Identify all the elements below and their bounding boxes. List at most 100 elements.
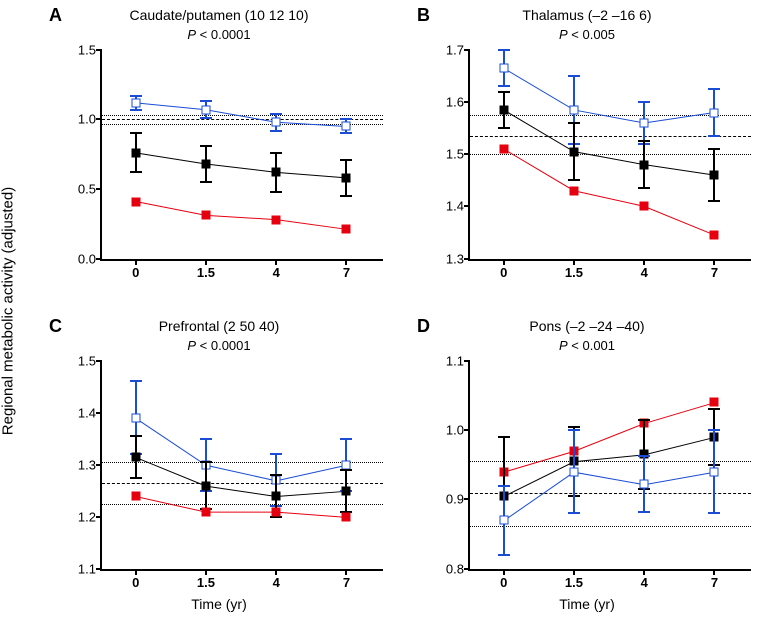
ytick-label: 1.4	[446, 199, 470, 214]
ytick-label: 1.5	[446, 147, 470, 162]
error-cap	[708, 200, 720, 202]
xtick-label: 1.5	[565, 569, 583, 590]
error-cap	[568, 75, 580, 77]
data-marker	[201, 211, 210, 220]
ytick-label: 1.1	[446, 353, 470, 368]
data-marker	[342, 225, 351, 234]
error-cap	[200, 181, 212, 183]
error-cap	[340, 438, 352, 440]
data-marker	[131, 197, 140, 206]
error-cap	[340, 159, 352, 161]
xtick-label: 1.5	[197, 569, 215, 590]
data-marker	[640, 118, 649, 127]
y-axis-label: Regional metabolic activity (adjusted)	[0, 186, 17, 434]
xtick-label: 0	[500, 569, 507, 590]
data-marker	[640, 480, 649, 489]
panel-title: Thalamus (–2 –16 6)	[413, 7, 761, 23]
data-marker	[131, 98, 140, 107]
panel-pvalue: P < 0.0001	[45, 338, 393, 353]
error-cap	[498, 49, 510, 51]
error-cap	[498, 485, 510, 487]
error-cap	[638, 455, 650, 457]
series-lines	[102, 361, 383, 570]
error-cap	[638, 419, 650, 421]
panel-title: Prefrontal (2 50 40)	[45, 318, 393, 334]
data-marker	[131, 452, 140, 461]
panel-b: BThalamus (–2 –16 6)P < 0.0051.31.41.51.…	[413, 5, 761, 306]
xtick-label: 1.5	[565, 259, 583, 280]
data-marker	[201, 507, 210, 516]
ytick-label: 0.0	[78, 251, 102, 266]
panel-pvalue: P < 0.005	[413, 27, 761, 42]
panel-a: ACaudate/putamen (10 12 10)P < 0.00010.0…	[45, 5, 393, 306]
error-cap	[340, 118, 352, 120]
plot-area: 0.80.91.01.101.547	[468, 361, 751, 572]
data-marker	[499, 105, 508, 114]
error-cap	[568, 179, 580, 181]
xtick-label: 0	[132, 569, 139, 590]
ytick-label: 1.0	[78, 112, 102, 127]
error-cap	[130, 95, 142, 97]
data-marker	[342, 486, 351, 495]
error-cap	[708, 429, 720, 431]
error-cap	[270, 130, 282, 132]
error-cap	[340, 132, 352, 134]
plot-area: 1.31.41.51.61.701.547	[468, 50, 751, 261]
error-cap	[568, 429, 580, 431]
error-cap	[270, 474, 282, 476]
error-cap	[130, 380, 142, 382]
error-cap	[270, 453, 282, 455]
error-cap	[638, 140, 650, 142]
x-axis-label: Time (yr)	[413, 596, 761, 612]
plot-area: 0.00.51.01.501.547	[100, 50, 383, 261]
xtick-label: 4	[273, 569, 280, 590]
ytick-label: 1.2	[78, 509, 102, 524]
xtick-label: 7	[711, 259, 718, 280]
figure: Regional metabolic activity (adjusted) A…	[0, 0, 766, 621]
data-marker	[131, 148, 140, 157]
data-marker	[272, 215, 281, 224]
error-cap	[708, 135, 720, 137]
ytick-label: 1.5	[78, 353, 102, 368]
error-cap	[340, 469, 352, 471]
error-cap	[270, 152, 282, 154]
error-cap	[568, 122, 580, 124]
data-marker	[272, 118, 281, 127]
panel-c: CPrefrontal (2 50 40)P < 0.00011.11.21.3…	[45, 316, 393, 617]
panel-title: Caudate/putamen (10 12 10)	[45, 7, 393, 23]
xtick-label: 4	[273, 259, 280, 280]
error-cap	[708, 148, 720, 150]
error-cap	[708, 512, 720, 514]
data-marker	[131, 492, 140, 501]
ytick-label: 1.4	[78, 405, 102, 420]
ytick-label: 1.3	[78, 457, 102, 472]
data-marker	[710, 467, 719, 476]
error-cap	[708, 88, 720, 90]
error-cap	[270, 516, 282, 518]
xtick-label: 4	[641, 569, 648, 590]
xtick-label: 0	[132, 259, 139, 280]
xtick-label: 7	[343, 259, 350, 280]
xtick-label: 0	[500, 259, 507, 280]
error-cap	[130, 109, 142, 111]
error-cap	[200, 117, 212, 119]
error-cap	[130, 477, 142, 479]
data-marker	[201, 481, 210, 490]
data-marker	[201, 159, 210, 168]
data-marker	[272, 168, 281, 177]
data-marker	[569, 105, 578, 114]
error-cap	[708, 408, 720, 410]
data-marker	[569, 467, 578, 476]
ytick-label: 1.5	[78, 43, 102, 58]
data-marker	[201, 105, 210, 114]
panels-grid: ACaudate/putamen (10 12 10)P < 0.00010.0…	[45, 5, 761, 616]
error-cap	[200, 438, 212, 440]
ytick-label: 1.0	[446, 422, 470, 437]
error-cap	[498, 436, 510, 438]
data-marker	[640, 202, 649, 211]
data-marker	[640, 160, 649, 169]
error-cap	[270, 191, 282, 193]
data-marker	[342, 122, 351, 131]
data-marker	[710, 231, 719, 240]
error-cap	[130, 435, 142, 437]
